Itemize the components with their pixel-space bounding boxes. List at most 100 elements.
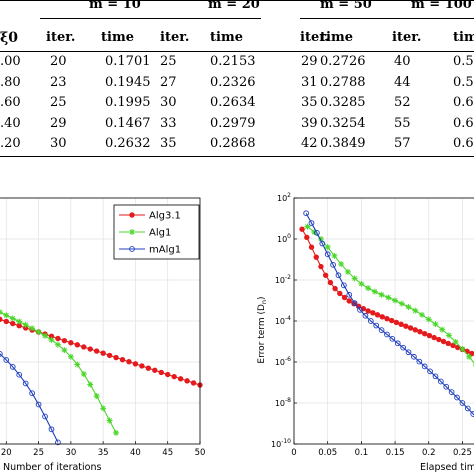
data-point-Alg3.1 xyxy=(126,359,132,365)
time-error-plot: 102 100 10-2 10-4 10-6 10-8 10-100 0.05 0.1 0.15 0… xyxy=(257,192,474,473)
legend-label: Alg1 xyxy=(149,228,171,239)
data-point-Alg3.1 xyxy=(327,279,334,286)
x-tick-label: 0 xyxy=(291,448,296,458)
legend-label: Alg3.1 xyxy=(149,211,181,222)
table-cell: 0.1945 xyxy=(105,74,151,90)
data-point-Alg1 xyxy=(351,275,358,282)
data-point-Alg3.1 xyxy=(346,298,352,304)
table-cell: 0.2326 xyxy=(210,74,256,90)
data-point-Alg1 xyxy=(35,329,42,336)
group-underline-m100 xyxy=(390,18,474,20)
table-cell: 35 xyxy=(301,95,318,110)
data-point-Alg1 xyxy=(29,325,36,332)
table-top-rule xyxy=(0,0,474,2)
table-cell: 40 xyxy=(394,54,411,69)
x-tick-label: 0.2 xyxy=(422,448,436,458)
y-tick-label: 10-4 xyxy=(275,315,291,326)
data-point-Alg1 xyxy=(425,316,432,323)
data-point-Alg3.1 xyxy=(407,325,414,331)
sub-header: time xyxy=(101,30,134,45)
data-point-mAlg1 xyxy=(324,251,331,258)
data-point-Alg3.1 xyxy=(445,340,451,347)
data-point-Alg3.1 xyxy=(158,369,164,376)
table-cell: 55 xyxy=(394,115,411,131)
table-cell: 0.2788 xyxy=(320,74,366,90)
table-cell: 0.2632 xyxy=(105,136,151,151)
right-plot-axes: 102 100 10-2 10-4 10-6 10-8 10-100 0.05 0.1 0.15 0… xyxy=(271,192,474,458)
data-point-Alg1 xyxy=(378,291,385,298)
legend-label: mAlg1 xyxy=(149,245,181,256)
data-point-Alg1 xyxy=(87,381,94,388)
table-cell: 0.557 xyxy=(453,54,474,69)
table-cell: 31 xyxy=(301,74,318,90)
table-cell: 0.2979 xyxy=(210,115,256,131)
data-point-Alg3.1 xyxy=(337,290,343,297)
row-xi0-value: .20 xyxy=(0,136,21,151)
data-point-Alg1 xyxy=(48,336,55,343)
table-cell: 0.2726 xyxy=(320,54,366,69)
col-header-xi0: ξ0 xyxy=(0,30,19,46)
group-underline-m50 xyxy=(300,18,413,20)
table-cell: 0.2153 xyxy=(210,54,256,69)
data-point-Alg1 xyxy=(324,244,331,251)
table-cell: 0.2634 xyxy=(210,95,256,110)
table-bottom-rule xyxy=(0,156,474,158)
data-point-Alg1 xyxy=(74,361,81,368)
x-tick-label: 0.15 xyxy=(386,448,405,458)
data-point-Alg3.1 xyxy=(68,340,74,346)
legend: Alg3.1 Alg1 mAlg1 xyxy=(113,204,200,260)
data-point-mAlg1 xyxy=(330,261,336,268)
data-point-Alg1 xyxy=(61,347,68,354)
data-point-Alg3.1 xyxy=(313,254,319,260)
right-plot-frame xyxy=(293,197,474,445)
data-point-mAlg1 xyxy=(335,272,342,279)
data-point-mAlg1 xyxy=(400,344,406,351)
data-point-Alg1 xyxy=(317,236,324,242)
data-point-Alg3.1 xyxy=(184,378,190,384)
x-tick-label: 35 xyxy=(98,448,109,458)
x-tick-label: 45 xyxy=(162,448,173,458)
data-point-Alg3.1 xyxy=(332,285,338,292)
data-point-Alg3.1 xyxy=(55,335,61,342)
sub-header: time xyxy=(320,30,353,45)
data-point-Alg1 xyxy=(405,304,412,311)
table-cell: 0.2868 xyxy=(210,136,256,151)
group-header-m100: m = 100 xyxy=(411,0,472,12)
data-point-mAlg1 xyxy=(464,405,471,412)
data-point-Alg3.1 xyxy=(431,334,437,341)
x-tick-label: 20 xyxy=(1,448,12,458)
data-point-Alg1 xyxy=(304,223,311,230)
data-point-mAlg1 xyxy=(394,340,401,347)
data-point-Alg3.1 xyxy=(171,373,177,380)
data-point-Alg1 xyxy=(9,315,16,322)
data-point-Alg3.1 xyxy=(3,318,9,325)
left-plot-series xyxy=(0,309,203,446)
data-point-Alg3.1 xyxy=(93,348,100,354)
data-point-Alg1 xyxy=(338,261,345,268)
data-point-mAlg1 xyxy=(432,373,439,380)
table-cell: 23 xyxy=(50,74,67,90)
data-point-Alg3.1 xyxy=(10,320,16,327)
data-point-Alg1 xyxy=(445,332,452,339)
data-point-mAlg1 xyxy=(314,229,320,236)
y-tick-label: 10-8 xyxy=(275,397,291,408)
table-cell: 0.622 xyxy=(453,95,474,110)
data-point-Alg3.1 xyxy=(119,356,126,363)
table-cell: 27 xyxy=(160,74,177,90)
series-line-mAlg1 xyxy=(305,213,474,416)
data-point-Alg3.1 xyxy=(152,367,158,373)
x-tick-label: 0.1 xyxy=(355,448,369,458)
data-point-Alg1 xyxy=(371,288,378,295)
group-header-m20: m = 20 xyxy=(208,0,260,12)
data-point-Alg3.1 xyxy=(61,337,68,344)
data-point-mAlg1 xyxy=(427,368,433,375)
header-bottom-rule xyxy=(0,51,474,53)
table-cell: 33 xyxy=(160,115,177,131)
data-point-Alg3.1 xyxy=(388,317,395,324)
data-point-mAlg1 xyxy=(459,400,466,406)
data-point-Alg1 xyxy=(106,417,113,424)
data-point-Alg3.1 xyxy=(440,338,447,345)
row-xi0-value: .80 xyxy=(0,74,21,90)
sub-header: time xyxy=(210,30,243,45)
data-point-Alg1 xyxy=(3,312,10,319)
